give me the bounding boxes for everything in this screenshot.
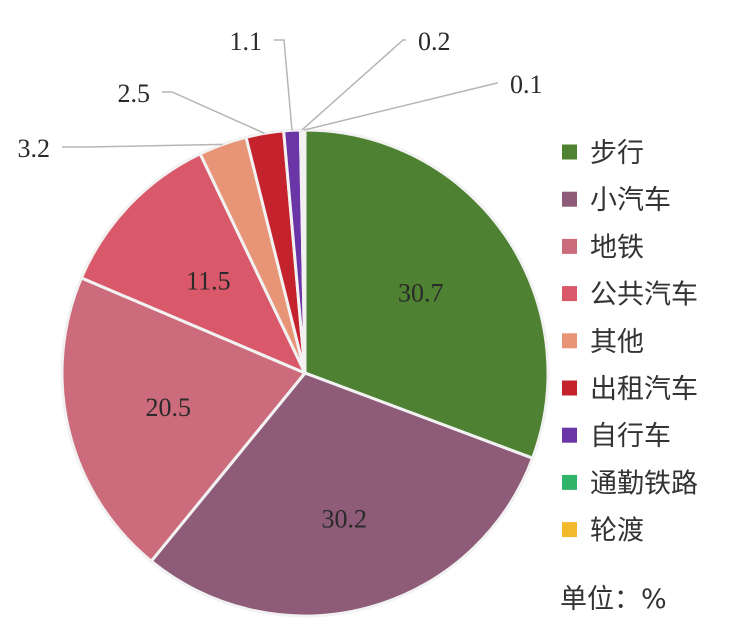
slice-label-1: 30.2 [322, 504, 368, 533]
pie-slices [60, 128, 550, 618]
pie-slice-0 [303, 128, 550, 461]
slice-label-5: 2.5 [118, 79, 151, 108]
slice-label-0: 30.7 [398, 279, 444, 308]
legend-label-3: 公共汽车 [590, 280, 698, 311]
leader-line-4 [62, 143, 223, 148]
legend-label-4: 其他 [590, 327, 644, 358]
legend-label-8: 轮渡 [590, 516, 644, 547]
slice-label-6: 1.1 [230, 27, 263, 56]
slice-label-2: 20.5 [145, 393, 191, 422]
legend-label-6: 自行车 [590, 421, 671, 452]
legend-swatch-8 [562, 522, 577, 538]
legend-swatch-2 [562, 238, 577, 254]
legend-swatch-7 [562, 474, 577, 490]
pie-slice-3 [79, 151, 309, 376]
pie-slice-1 [149, 371, 535, 618]
legend-swatch-0 [562, 144, 577, 160]
leader-line-6 [274, 39, 293, 131]
slice-label-4: 3.2 [18, 134, 51, 163]
legend-swatch-3 [562, 286, 577, 302]
legend-swatch-4 [562, 333, 577, 349]
legend-label-1: 小汽车 [590, 185, 671, 216]
legend-swatch-1 [562, 191, 577, 207]
legend-swatch-6 [562, 427, 577, 443]
legend-label-5: 出租汽车 [590, 374, 698, 405]
pie-slice-8 [301, 128, 307, 374]
legend-swatch-5 [562, 380, 577, 396]
leader-line-7 [301, 39, 406, 131]
legend-label-2: 地铁 [590, 232, 644, 263]
slice-label-3: 11.5 [186, 267, 231, 296]
legend-label-0: 步行 [590, 138, 644, 169]
leader-line-5 [162, 91, 266, 135]
legend-label-7: 通勤铁路 [590, 468, 698, 499]
leader-line-8 [304, 82, 498, 131]
leader-lines [62, 39, 498, 148]
slice-label-7: 0.2 [418, 27, 451, 56]
unit-label: 单位：% [560, 584, 667, 615]
slice-label-8: 0.1 [510, 70, 543, 99]
slice-labels: 30.7 30.2 20.5 11.5 3.2 2.5 1.1 0.2 0.1 [18, 27, 543, 533]
